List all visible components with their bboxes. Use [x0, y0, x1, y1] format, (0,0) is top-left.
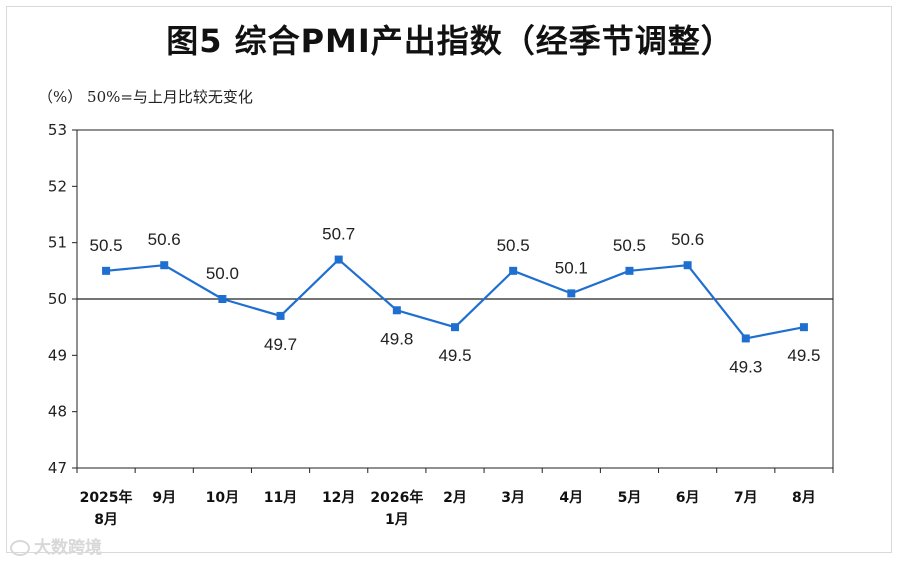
x-tick-label: 6月	[676, 490, 700, 506]
data-point	[683, 261, 692, 270]
data-label: 50.6	[148, 230, 181, 249]
x-tick-label: 3月	[501, 490, 525, 506]
data-point	[567, 289, 576, 298]
data-point	[102, 266, 111, 275]
data-label: 49.3	[729, 357, 762, 376]
chart-title: 图5 综合PMI产出指数（经季节调整）	[166, 22, 734, 60]
data-label: 49.8	[380, 329, 413, 348]
y-tick-label: 50	[48, 290, 67, 308]
y-tick-label: 53	[48, 121, 67, 139]
watermark-text: 大数跨境	[34, 538, 102, 558]
data-point	[741, 334, 750, 343]
data-point	[799, 323, 808, 332]
data-label: 49.5	[787, 346, 820, 365]
data-point	[160, 261, 169, 270]
x-tick-label: 11月	[264, 490, 297, 506]
data-label: 50.5	[497, 236, 530, 255]
x-tick-label: 9月	[152, 490, 176, 506]
data-label: 50.1	[555, 258, 588, 277]
data-point	[276, 311, 285, 320]
data-point	[625, 266, 634, 275]
x-tick-label: 2025年	[80, 489, 133, 506]
watermark: 大数跨境	[10, 533, 102, 558]
x-tick-label: 1月	[385, 512, 409, 528]
data-point	[451, 323, 459, 332]
data-label: 50.0	[206, 264, 239, 283]
data-point	[218, 295, 227, 303]
data-point	[334, 255, 343, 264]
chart-frame	[6, 6, 892, 553]
y-tick-label: 48	[48, 403, 67, 421]
x-tick-label: 8月	[792, 490, 816, 506]
x-tick-label: 4月	[559, 490, 583, 506]
x-tick-label: 2026年	[370, 489, 423, 506]
watermark-logo-icon	[10, 540, 30, 556]
x-tick-label: 5月	[618, 490, 642, 506]
data-label: 50.6	[671, 230, 704, 249]
x-tick-label: 8月	[94, 512, 118, 528]
data-label: 49.5	[438, 346, 471, 365]
data-point	[509, 266, 518, 275]
data-label: 50.5	[90, 236, 123, 255]
data-point	[392, 306, 401, 315]
x-tick-label: 10月	[206, 490, 239, 506]
y-tick-label: 51	[48, 234, 67, 252]
unit-note: （%） 50%=与上月比较无变化	[38, 88, 253, 106]
y-tick-label: 47	[48, 459, 67, 477]
data-label: 49.7	[264, 335, 297, 354]
plot-area: 47 48 49 50 51 52 53 2025年 8月 9月 10月 11月 12月 2026年 1月 2…	[48, 121, 834, 528]
y-tick-label: 52	[48, 177, 67, 195]
x-tick-label: 12月	[322, 490, 355, 506]
y-tick-label: 49	[48, 346, 67, 364]
x-tick-label: 2月	[443, 490, 467, 506]
data-label: 50.5	[613, 236, 646, 255]
x-tick-label: 7月	[734, 490, 758, 506]
data-label: 50.7	[322, 225, 355, 244]
